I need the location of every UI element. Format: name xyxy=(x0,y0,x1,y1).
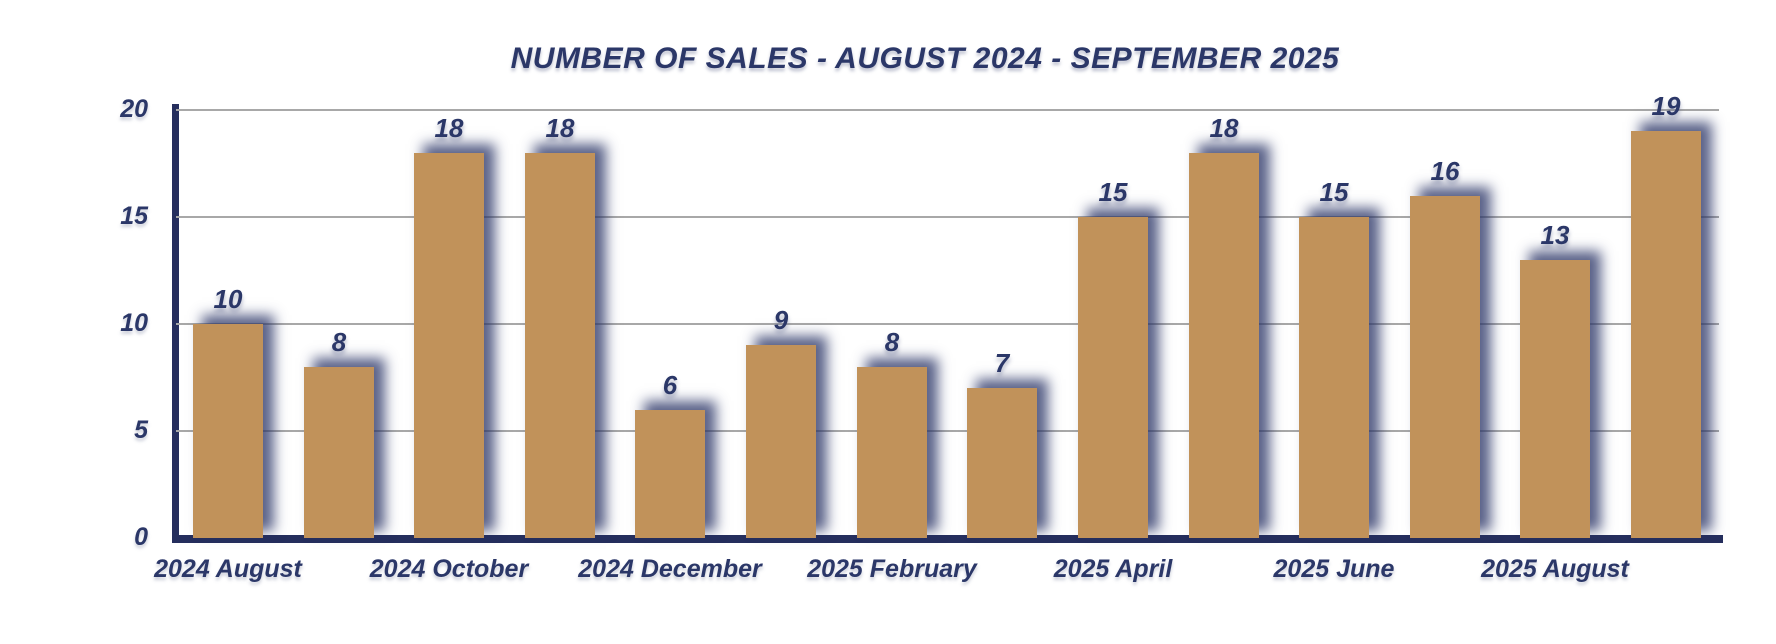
bar-value-label-2024-december: 6 xyxy=(662,370,678,400)
bar-2025-may xyxy=(1189,153,1259,538)
bar-2025-september xyxy=(1631,131,1701,538)
gridline-20 xyxy=(176,109,1719,111)
bar-value-label-2025-may: 18 xyxy=(1209,113,1239,143)
bar-value-label-2025-february: 8 xyxy=(884,327,900,357)
x-axis-tick-label-2025-august: 2025 August xyxy=(1481,555,1629,583)
bar-2024-october xyxy=(414,153,484,538)
bar-value-label-2024-november: 18 xyxy=(545,113,575,143)
bar-2024-august xyxy=(193,324,263,538)
bar-value-label-2025-april: 15 xyxy=(1098,177,1128,207)
gridline-10 xyxy=(176,323,1719,325)
gridline-15 xyxy=(176,216,1719,218)
bar-value-label-2025-august: 13 xyxy=(1540,220,1570,250)
y-axis-tick-label-20: 20 xyxy=(120,95,148,123)
x-axis-tick-label-2024-august: 2024 August xyxy=(154,555,302,583)
x-axis-tick-label-2024-december: 2024 December xyxy=(578,555,762,583)
y-axis-tick-label-5: 5 xyxy=(134,416,148,444)
bar-2025-january xyxy=(746,345,816,538)
gridline-5 xyxy=(176,430,1719,432)
chart-title: NUMBER OF SALES - AUGUST 2024 - SEPTEMBE… xyxy=(510,42,1340,75)
bar-2025-august xyxy=(1520,260,1590,538)
bar-2024-november xyxy=(525,153,595,538)
x-axis-tick-label-2025-february: 2025 February xyxy=(807,555,977,583)
x-axis-tick-label-2025-june: 2025 June xyxy=(1273,555,1395,583)
bar-2025-june xyxy=(1299,217,1369,538)
bar-2025-april xyxy=(1078,217,1148,538)
bar-value-label-2024-september: 8 xyxy=(331,327,347,357)
y-axis-tick-label-0: 0 xyxy=(134,523,148,551)
bar-2025-march xyxy=(967,388,1037,538)
bar-2024-september xyxy=(304,367,374,538)
x-axis-tick-label-2024-october: 2024 October xyxy=(369,555,529,583)
bar-value-label-2025-july: 16 xyxy=(1430,156,1460,186)
bar-value-label-2024-october: 18 xyxy=(434,113,464,143)
y-axis-tick-label-10: 10 xyxy=(120,309,148,337)
bar-value-label-2024-august: 10 xyxy=(213,284,243,314)
bar-value-label-2025-september: 19 xyxy=(1651,91,1681,121)
x-axis-line xyxy=(172,535,1723,543)
x-axis-tick-label-2025-april: 2025 April xyxy=(1053,555,1173,583)
bar-2024-december xyxy=(635,410,705,538)
bar-value-label-2025-january: 9 xyxy=(773,305,789,335)
bar-value-label-2025-june: 15 xyxy=(1319,177,1349,207)
y-axis-tick-label-15: 15 xyxy=(120,202,148,230)
bar-2025-february xyxy=(857,367,927,538)
bar-value-label-2025-march: 7 xyxy=(994,348,1010,378)
y-axis-line xyxy=(172,104,179,543)
bar-2025-july xyxy=(1410,196,1480,538)
